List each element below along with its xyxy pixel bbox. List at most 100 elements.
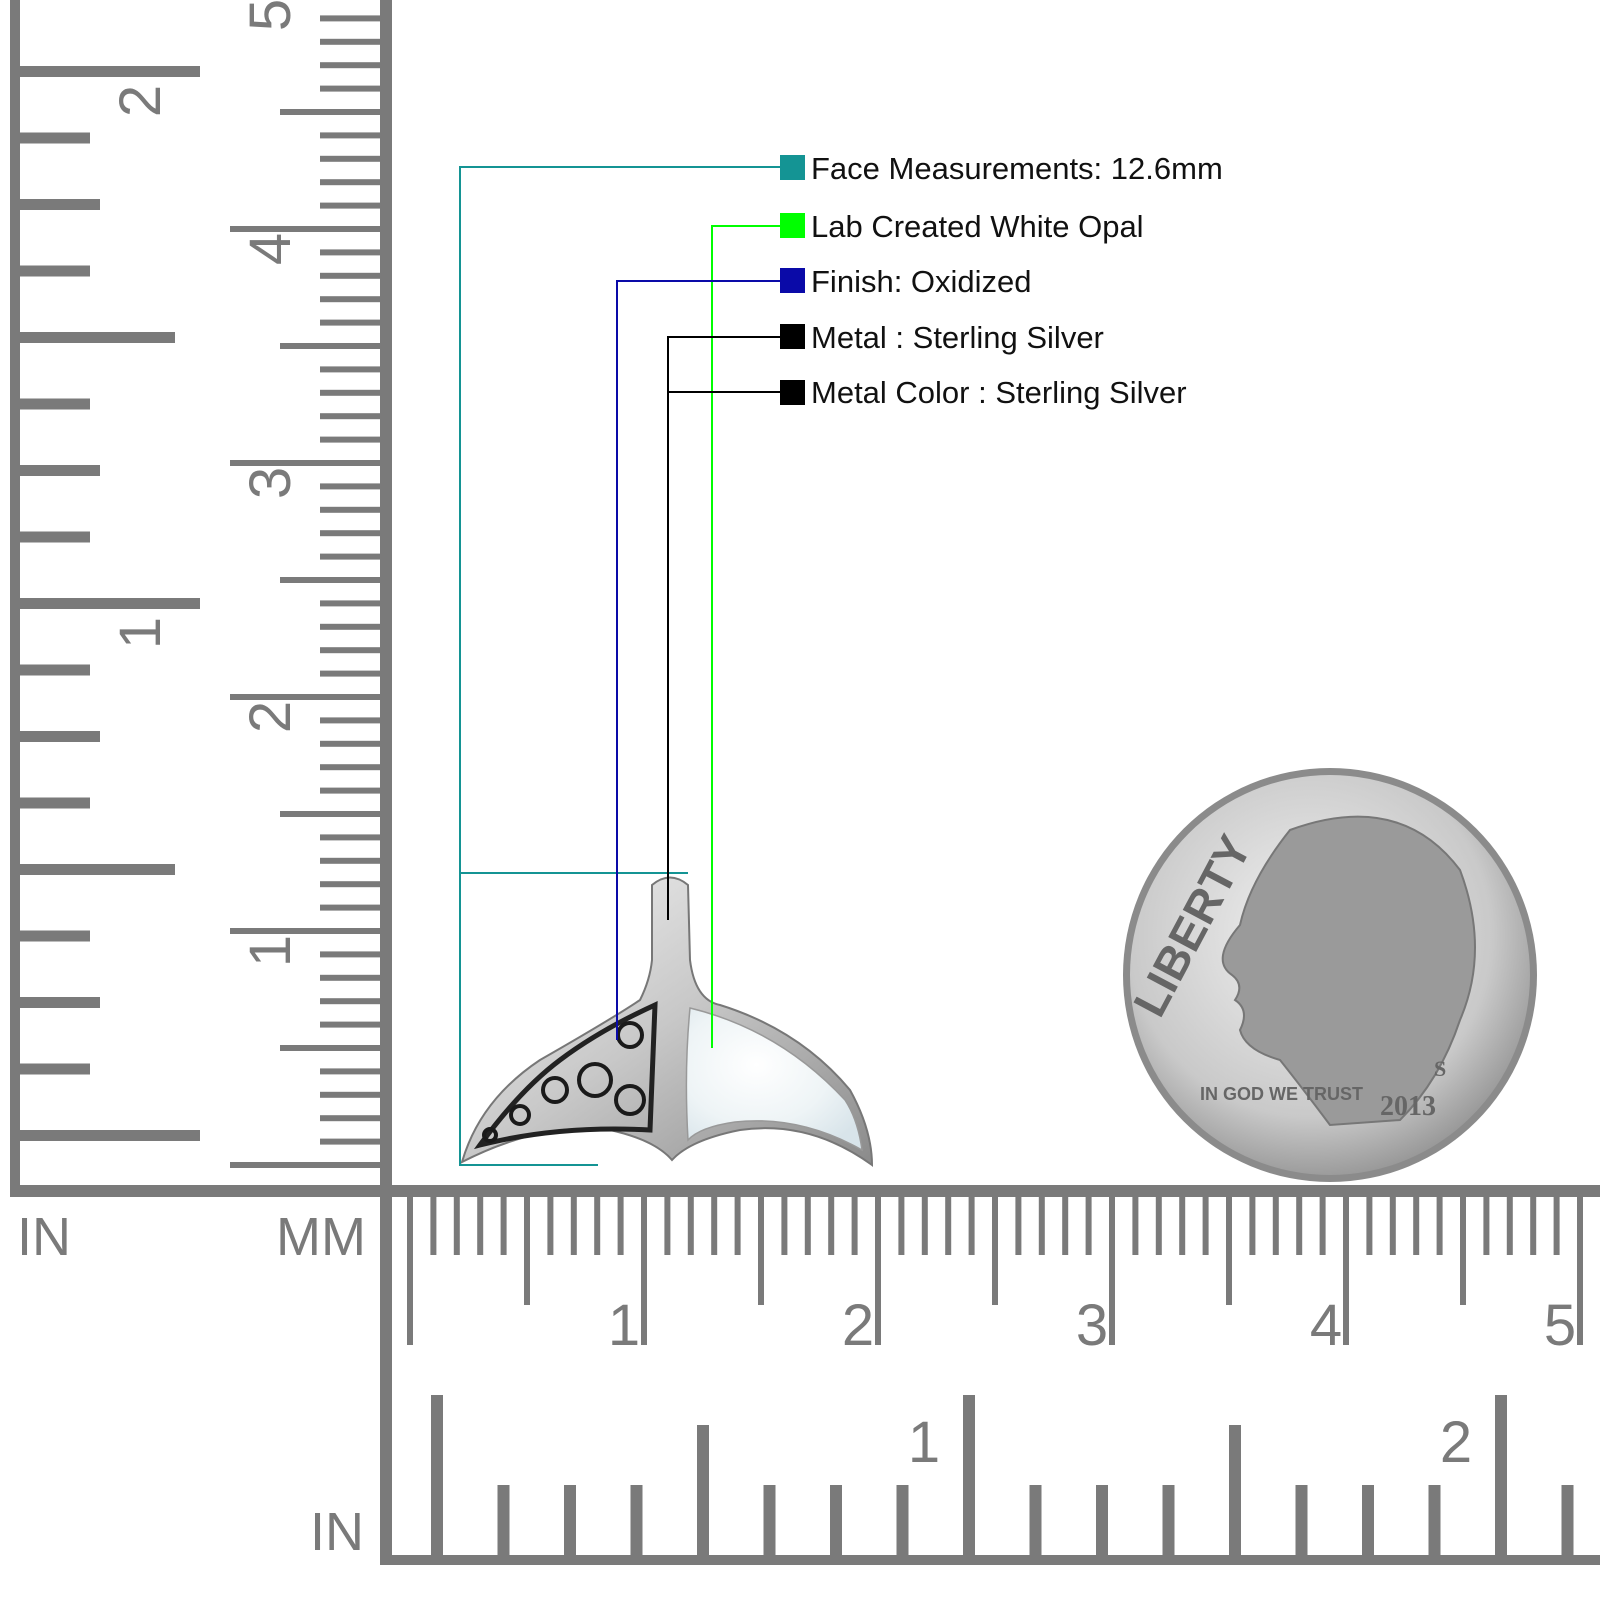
vertical-mm-tick [320,553,380,560]
vertical-mm-tick [230,1162,380,1168]
vertical-inch-tick [20,864,175,875]
horizontal-mm-tick [992,1195,998,1305]
horizontal-inch-tick [1495,1395,1507,1555]
callout-opal: Lab Created White Opal [811,209,1144,244]
oxidized-filigree [473,1001,658,1150]
vertical-inch-tick [20,664,90,676]
horizontal-inch-tick [1229,1425,1241,1555]
opal-inlay [685,1007,863,1152]
leader-lines [459,166,780,1166]
vertical-mm-tick [320,623,380,630]
horizontal-mm-label: 1 [608,1293,640,1358]
vertical-mm-tick [320,974,380,981]
horizontal-mm-tick [664,1195,671,1255]
horizontal-mm-tick [547,1195,554,1255]
vertical-inch-tick [20,731,100,742]
horizontal-mm-tick [641,1195,647,1345]
vertical-mm-tick [320,202,380,209]
horizontal-mm-tick [1015,1195,1022,1255]
vertical-inch-label: 1 [108,617,173,649]
horizontal-inch-tick [963,1395,975,1555]
vertical-mm-tick [230,928,380,934]
unit-in-left: IN [17,1207,71,1267]
vertical-mm-tick [320,1115,380,1122]
opal-leader [711,225,780,1048]
vertical-inch-tick [20,531,90,543]
vertical-mm-tick [320,834,380,841]
horizontal-mm-tick [453,1195,460,1255]
horizontal-inch-tick [763,1485,776,1555]
unit-mm: MM [276,1207,366,1267]
finish-leader [616,280,780,1040]
horizontal-mm-tick [945,1195,952,1255]
coin-motto: IN GOD WE TRUST [1200,1084,1363,1104]
horizontal-mm-tick [1062,1195,1069,1255]
vertical-mm-tick [320,483,380,490]
horizontal-mm-label: 5 [1544,1293,1576,1358]
horizontal-mm-tick [1132,1195,1139,1255]
vertical-mm-tick [230,226,380,232]
vertical-inch-tick [20,332,175,343]
horizontal-mm-label: 4 [1310,1293,1342,1358]
vertical-inch-tick [20,398,90,410]
horizontal-mm-tick [524,1195,530,1305]
vertical-mm-tick [320,787,380,794]
unit-in-bottom: IN [310,1502,364,1562]
coin-year: 2013 [1380,1091,1436,1122]
vertical-ruler-edge-left [10,0,20,1195]
vertical-mm-tick [320,881,380,888]
vertical-ruler-edge-right [380,0,392,1195]
horizontal-ruler-edge-left [380,1185,392,1565]
vertical-mm-tick [320,764,380,771]
horizontal-mm-tick [804,1195,811,1255]
vertical-mm-tick [320,272,380,279]
horizontal-inch-label: 2 [1440,1410,1472,1475]
vertical-mm-tick [320,436,380,443]
horizontal-mm-tick [1553,1195,1560,1255]
horizontal-mm-tick [875,1195,881,1345]
callout-face-measurements: Face Measurements: 12.6mm [811,151,1223,186]
swatch-finish [780,268,805,293]
horizontal-mm-tick [500,1195,507,1255]
vertical-mm-tick [280,577,380,583]
horizontal-mm-tick [1343,1195,1349,1345]
vertical-mm-tick [280,1045,380,1051]
horizontal-mm-tick [1038,1195,1045,1255]
horizontal-mm-tick [711,1195,718,1255]
horizontal-mm-tick [407,1195,413,1345]
vertical-mm-label: 1 [238,935,303,967]
horizontal-mm-tick [477,1195,484,1255]
horizontal-mm-tick [1506,1195,1513,1255]
vertical-inch-tick [20,199,100,210]
vertical-mm-tick [320,1021,380,1028]
coin-portrait [1221,815,1476,1127]
horizontal-mm-tick [1272,1195,1279,1255]
vertical-mm-label: 2 [238,701,303,733]
horizontal-ruler-edge-bottom [380,1555,1600,1565]
swatch-face [780,155,805,180]
vertical-mm-tick [320,132,380,139]
horizontal-mm-tick [921,1195,928,1255]
vertical-mm-tick [320,740,380,747]
coin-mint-mark: S [1434,1056,1446,1081]
vertical-mm-tick [320,600,380,607]
vertical-mm-tick [320,179,380,186]
vertical-mm-tick [320,904,380,911]
vertical-mm-tick [320,1138,380,1145]
horizontal-mm-tick [968,1195,975,1255]
horizontal-mm-tick [687,1195,694,1255]
swatch-metal-color [780,380,805,405]
dime-coin: LIBERTY IN GOD WE TRUST 2013 S [1123,768,1537,1182]
horizontal-inch-tick [830,1485,842,1555]
horizontal-mm-tick [1155,1195,1162,1255]
vertical-inch-tick [20,465,100,476]
horizontal-mm-tick [1577,1195,1583,1345]
vertical-ruler-edge-bottom [10,1185,390,1197]
horizontal-inch-tick [564,1485,576,1555]
horizontal-mm-tick [1249,1195,1256,1255]
horizontal-mm-label: 3 [1076,1293,1108,1358]
horizontal-mm-tick [1202,1195,1209,1255]
vertical-mm-tick [280,109,380,115]
